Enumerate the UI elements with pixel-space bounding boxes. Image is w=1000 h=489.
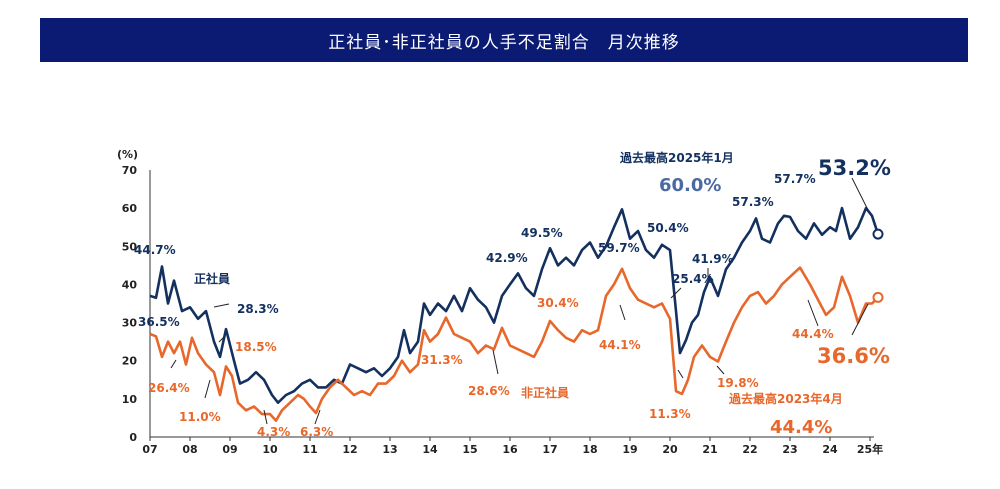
x-tick-label: 22 bbox=[742, 443, 757, 456]
regular-value-label: 50.4% bbox=[647, 221, 689, 235]
regular-value-label: 59.7% bbox=[598, 241, 640, 255]
nonregular-value-label: 4.3% bbox=[257, 425, 290, 439]
regular-value-label: 44.7% bbox=[134, 243, 176, 257]
series-line-regular bbox=[149, 206, 880, 404]
x-tick-label: 18 bbox=[582, 443, 597, 456]
record-regular-title: 過去最高2025年1月 bbox=[619, 150, 734, 165]
leader-line bbox=[314, 409, 321, 425]
leader-line bbox=[213, 303, 230, 308]
leader-line bbox=[263, 409, 268, 425]
leader-line bbox=[492, 349, 499, 375]
x-tick-label: 21 bbox=[702, 443, 717, 456]
leader-line bbox=[670, 287, 682, 299]
x-tick-label: 10 bbox=[262, 443, 278, 456]
regular-value-label: 28.3% bbox=[237, 302, 279, 316]
regular-value-label: 57.3% bbox=[732, 195, 774, 209]
regular-value-label: 41.9% bbox=[692, 252, 734, 266]
nonregular-value-label: 28.6% bbox=[468, 384, 510, 398]
x-tick-label: 12 bbox=[342, 443, 357, 456]
x-tick-label: 11 bbox=[302, 443, 317, 456]
leader-line bbox=[851, 177, 869, 211]
x-tick-label: 08 bbox=[182, 443, 197, 456]
y-tick-label: 40 bbox=[122, 278, 138, 291]
regular-value-label: 57.7% bbox=[774, 172, 816, 186]
leader-line bbox=[807, 299, 819, 327]
nonregular-value-label: 30.4% bbox=[537, 296, 579, 310]
latest-nonregular-value: 36.6% bbox=[817, 344, 890, 368]
x-tick-label: 24 bbox=[822, 443, 838, 456]
nonregular-value-label: 18.5% bbox=[235, 340, 277, 354]
x-tick-label: 07 bbox=[142, 443, 157, 456]
x-tick-label: 25年 bbox=[857, 442, 883, 456]
regular-value-label: 42.9% bbox=[486, 251, 528, 265]
nonregular-value-label: 19.8% bbox=[717, 376, 759, 390]
y-tick-label: 70 bbox=[122, 164, 138, 177]
leader-line bbox=[204, 379, 211, 399]
y-tick-label: 30 bbox=[122, 317, 138, 330]
nonregular-value-label: 11.3% bbox=[649, 407, 691, 421]
nonregular-value-label: 26.4% bbox=[148, 381, 190, 395]
record-nonregular-value: 44.4% bbox=[770, 417, 832, 438]
x-tick-label: 14 bbox=[422, 443, 438, 456]
y-tick-label: 0 bbox=[129, 431, 137, 444]
nonregular-value-label: 44.1% bbox=[599, 338, 641, 352]
record-regular-value: 60.0% bbox=[659, 175, 721, 196]
x-tick-label: 17 bbox=[542, 443, 557, 456]
leader-line bbox=[170, 359, 177, 369]
x-tick-label: 19 bbox=[622, 443, 637, 456]
x-tick-label: 16 bbox=[502, 443, 518, 456]
x-tick-label: 13 bbox=[382, 443, 397, 456]
series-line-nonregular bbox=[149, 266, 879, 422]
leader-line bbox=[851, 303, 869, 336]
y-tick-label: 10 bbox=[122, 393, 138, 406]
nonregular-value-label: 6.3% bbox=[300, 425, 333, 439]
regular-value-label: 25.4% bbox=[672, 272, 714, 286]
leader-line bbox=[218, 336, 225, 343]
legend-nonregular: 非正社員 bbox=[521, 385, 569, 400]
x-tick-label: 23 bbox=[782, 443, 797, 456]
legend-regular: 正社員 bbox=[194, 271, 230, 286]
nonregular-value-label: 31.3% bbox=[421, 353, 463, 367]
y-unit-label: (%) bbox=[117, 148, 138, 161]
latest-regular-value: 53.2% bbox=[818, 156, 891, 180]
leader-line bbox=[677, 369, 684, 379]
title-bar: 正社員･非正社員の人手不足割合 月次推移 bbox=[40, 18, 968, 62]
x-tick-label: 20 bbox=[662, 443, 678, 456]
leader-line bbox=[619, 304, 626, 321]
latest-point-nonregular bbox=[872, 291, 884, 303]
regular-value-label: 49.5% bbox=[521, 226, 563, 240]
nonregular-value-label: 11.0% bbox=[179, 410, 221, 424]
nonregular-value-label: 44.4% bbox=[792, 327, 834, 341]
leader-line bbox=[716, 365, 725, 375]
x-tick-label: 15 bbox=[462, 443, 477, 456]
chart-title: 正社員･非正社員の人手不足割合 月次推移 bbox=[328, 32, 680, 53]
x-tick-label: 09 bbox=[222, 443, 237, 456]
y-tick-label: 20 bbox=[122, 355, 138, 368]
latest-point-regular bbox=[872, 228, 884, 240]
y-tick-label: 60 bbox=[122, 202, 138, 215]
record-nonregular-title: 過去最高2023年4月 bbox=[728, 391, 843, 406]
y-tick-label: 50 bbox=[122, 240, 138, 253]
regular-value-label: 36.5% bbox=[138, 315, 180, 329]
